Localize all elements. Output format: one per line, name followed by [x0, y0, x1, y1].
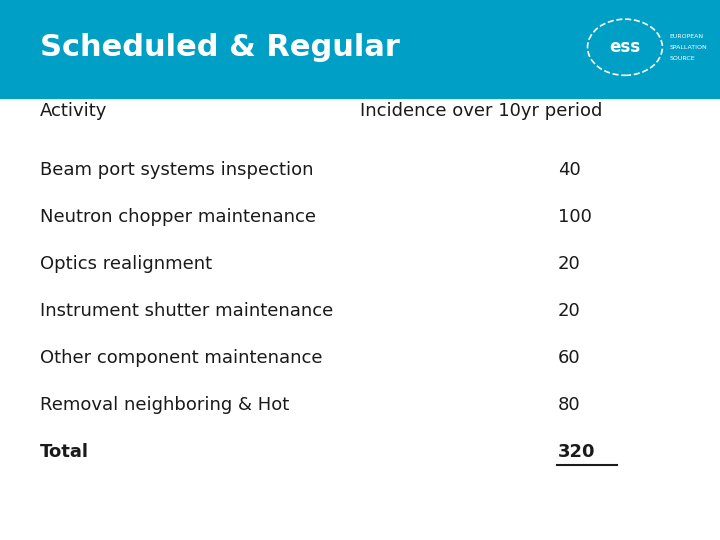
Text: Instrument shutter maintenance: Instrument shutter maintenance	[40, 302, 333, 320]
Text: Removal neighboring & Hot: Removal neighboring & Hot	[40, 396, 289, 414]
Text: 320: 320	[558, 443, 595, 461]
Text: Other component maintenance: Other component maintenance	[40, 349, 322, 367]
Text: 20: 20	[558, 255, 581, 273]
Text: Activity: Activity	[40, 102, 107, 120]
FancyBboxPatch shape	[0, 0, 720, 94]
Text: Scheduled & Regular: Scheduled & Regular	[40, 33, 400, 62]
Text: 40: 40	[558, 161, 581, 179]
Text: EUROPEAN: EUROPEAN	[670, 34, 703, 39]
Text: 100: 100	[558, 208, 592, 226]
Text: Total: Total	[40, 443, 89, 461]
Text: Optics realignment: Optics realignment	[40, 255, 212, 273]
Text: 80: 80	[558, 396, 580, 414]
Text: Beam port systems inspection: Beam port systems inspection	[40, 161, 313, 179]
Text: ess: ess	[609, 38, 641, 56]
Text: SOURCE: SOURCE	[670, 56, 696, 60]
Text: Incidence over 10yr period: Incidence over 10yr period	[360, 102, 603, 120]
Text: SPALLATION: SPALLATION	[670, 45, 707, 50]
Text: 60: 60	[558, 349, 580, 367]
Text: 20: 20	[558, 302, 581, 320]
Text: Neutron chopper maintenance: Neutron chopper maintenance	[40, 208, 315, 226]
